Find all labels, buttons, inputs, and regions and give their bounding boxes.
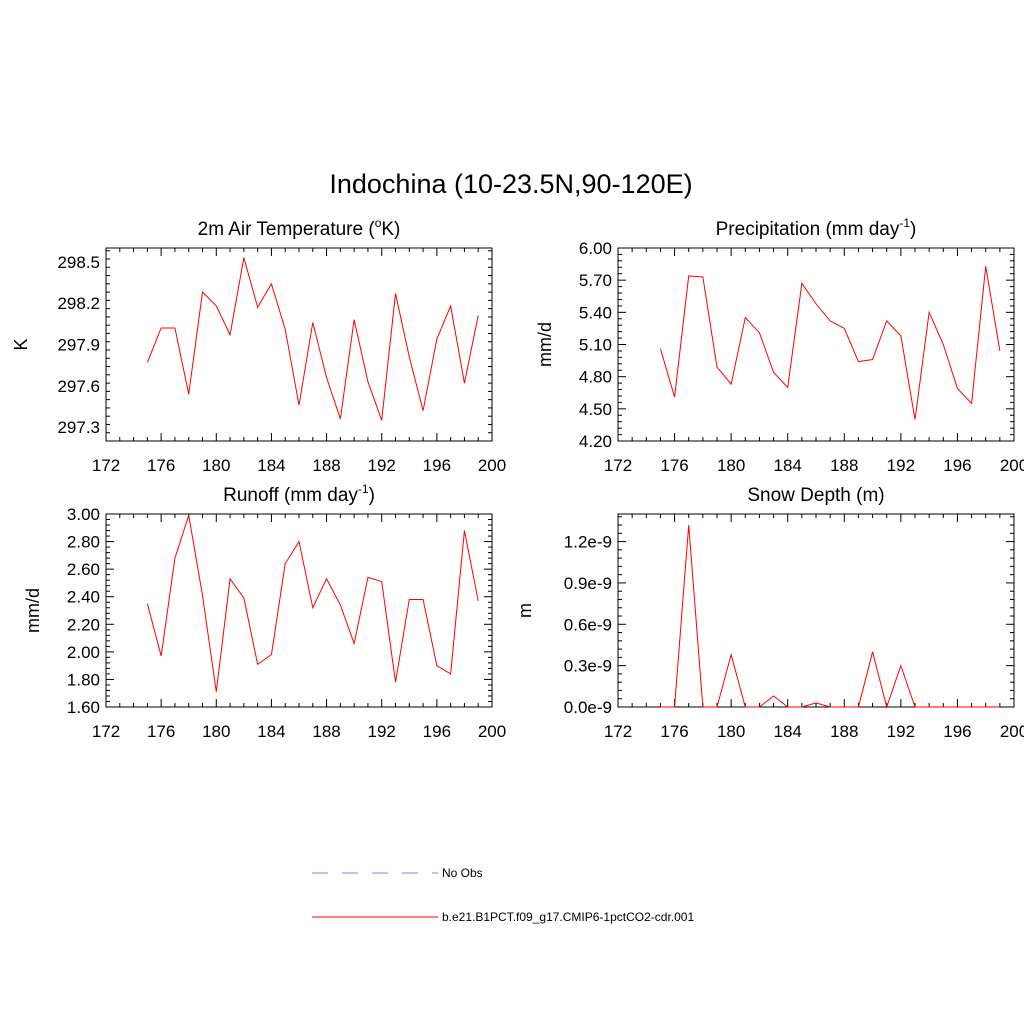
x-tick-label: 172 <box>604 722 632 741</box>
y-tick-label: 298.5 <box>57 253 100 272</box>
x-tick-label: 176 <box>147 456 175 475</box>
x-tick-label: 200 <box>478 722 506 741</box>
y-axis-label: K <box>11 338 31 350</box>
x-tick-label: 176 <box>660 722 688 741</box>
x-tick-label: 196 <box>943 456 971 475</box>
panel-3: 172 176 180 184 188 192 196 200 1.60 1.80 2.00 2.20… <box>23 482 506 741</box>
y-tick-label: 2.80 <box>67 533 100 552</box>
x-tick-label: 196 <box>943 722 971 741</box>
y-axis-label: mm/d <box>23 588 43 633</box>
figure-title: Indochina (10-23.5N,90-120E) <box>329 169 692 199</box>
y-tick-label: 6.00 <box>579 239 612 258</box>
x-tick-label: 188 <box>312 722 340 741</box>
x-tick-label: 184 <box>257 456 285 475</box>
x-tick-label: 192 <box>887 456 915 475</box>
panel-1: 172 176 180 184 188 192 196 200 297.3 297.6 297.9 2… <box>11 216 506 475</box>
y-tick-label: 297.3 <box>57 418 100 437</box>
panel-title: 2m Air Temperature (oK) <box>198 216 401 240</box>
y-tick-label: 1.80 <box>67 670 100 689</box>
panel-title: Runoff (mm day-1) <box>223 482 375 506</box>
x-tick-label: 192 <box>887 722 915 741</box>
x-tick-label: 176 <box>660 456 688 475</box>
x-tick-label: 200 <box>1000 722 1024 741</box>
y-tick-label: 4.20 <box>579 432 612 451</box>
x-tick-label: 172 <box>92 722 120 741</box>
y-tick-label: 5.10 <box>579 336 612 355</box>
y-tick-label: 3.00 <box>67 505 100 524</box>
y-tick-label: 2.20 <box>67 615 100 634</box>
x-tick-label: 176 <box>147 722 175 741</box>
y-tick-label: 297.9 <box>57 336 100 355</box>
x-tick-label: 172 <box>92 456 120 475</box>
x-tick-label: 180 <box>202 456 230 475</box>
x-tick-label: 188 <box>830 722 858 741</box>
x-tick-label: 180 <box>717 722 745 741</box>
y-tick-label: 297.6 <box>57 377 100 396</box>
y-tick-label: 0.6e-9 <box>564 615 612 634</box>
y-tick-label: 0.0e-9 <box>564 698 612 717</box>
y-tick-label: 1.2e-9 <box>564 533 612 552</box>
x-tick-label: 172 <box>604 456 632 475</box>
x-tick-label: 188 <box>830 456 858 475</box>
x-tick-label: 184 <box>257 722 285 741</box>
y-tick-label: 2.60 <box>67 560 100 579</box>
legend-label-no-obs: No Obs <box>442 866 483 880</box>
y-tick-label: 0.3e-9 <box>564 657 612 676</box>
panel-title: Snow Depth (m) <box>747 485 884 506</box>
panel-4: 172 176 180 184 188 192 196 200 0.0e-9 0.3e-9 0.6e… <box>515 485 1024 741</box>
series-line-1 <box>660 524 1000 709</box>
plot-frame <box>617 247 1015 442</box>
x-tick-label: 192 <box>368 722 396 741</box>
legend-label-model: b.e21.B1PCT.f09_g17.CMIP6-1pctCO2-cdr.00… <box>442 910 694 924</box>
series-line-1 <box>659 266 1001 420</box>
plot-frame <box>105 247 493 442</box>
y-tick-label: 4.50 <box>579 400 612 419</box>
x-tick-label: 196 <box>423 722 451 741</box>
x-tick-label: 180 <box>717 456 745 475</box>
y-tick-label: 4.80 <box>579 368 612 387</box>
x-tick-label: 184 <box>774 722 802 741</box>
x-tick-label: 200 <box>478 456 506 475</box>
y-axis-label: m <box>515 603 535 618</box>
panels: 172 176 180 184 188 192 196 200 297.3 297.6 297.9 2… <box>11 216 1024 741</box>
x-tick-label: 180 <box>202 722 230 741</box>
y-tick-label: 0.9e-9 <box>564 574 612 593</box>
plot-frame <box>617 513 1015 708</box>
y-tick-label: 2.00 <box>67 643 100 662</box>
x-tick-label: 192 <box>368 456 396 475</box>
x-tick-label: 196 <box>423 456 451 475</box>
x-tick-label: 184 <box>774 456 802 475</box>
x-tick-label: 200 <box>1000 456 1024 475</box>
y-axis-label: mm/d <box>535 322 555 367</box>
y-tick-label: 2.40 <box>67 588 100 607</box>
y-tick-label: 298.2 <box>57 294 100 313</box>
panel-title: Precipitation (mm day-1) <box>716 216 917 240</box>
x-tick-label: 188 <box>312 456 340 475</box>
y-tick-label: 5.40 <box>579 303 612 322</box>
legend: No Obs b.e21.B1PCT.f09_g17.CMIP6-1pctCO2… <box>312 866 694 924</box>
y-tick-label: 1.60 <box>67 698 100 717</box>
series-line-1 <box>146 515 479 692</box>
series-line-1 <box>146 257 479 421</box>
y-tick-label: 5.70 <box>579 271 612 290</box>
panel-2: 172 176 180 184 188 192 196 200 4.20 4.50 4.80 5.10… <box>535 216 1024 475</box>
